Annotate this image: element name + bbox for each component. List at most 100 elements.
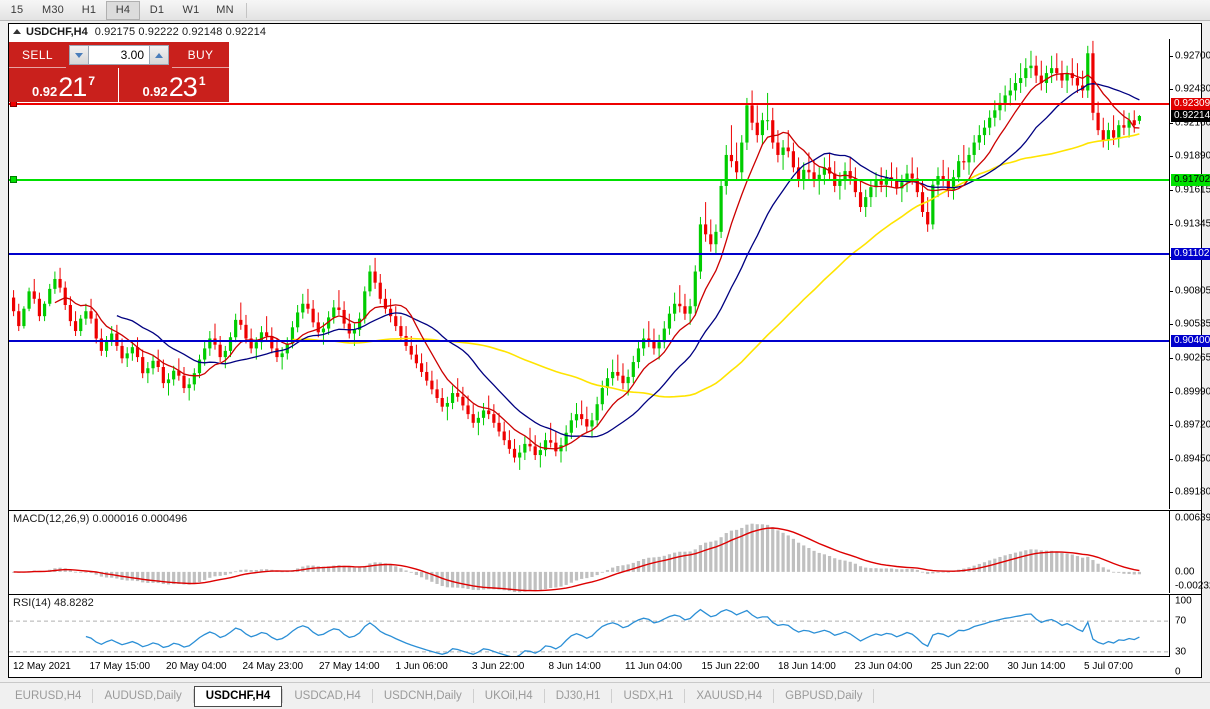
buy-price-big: 23 (168, 72, 198, 102)
tab-separator (192, 689, 194, 703)
macd-axis-label: -0.002322 (1175, 580, 1210, 592)
volume-decrement-button[interactable] (69, 45, 89, 65)
buy-price-display[interactable]: 0.92 23 1 (119, 68, 229, 102)
sell-price-display[interactable]: 0.92 21 7 (9, 68, 119, 102)
buy-button[interactable]: BUY (172, 42, 229, 68)
tab-separator (472, 689, 474, 703)
toolbar-separator (246, 2, 247, 18)
price-chip-green: 0.91702 (1171, 173, 1210, 186)
tab-separator (873, 689, 875, 703)
timeframe-button-w1[interactable]: W1 (182, 4, 200, 16)
price-axis-label: 0.89450 (1175, 453, 1210, 465)
time-axis-label: 24 May 23:00 (242, 661, 304, 672)
price-tick (1170, 391, 1173, 393)
level-handle[interactable] (10, 175, 17, 183)
price-axis-label: 0.91615 (1175, 184, 1210, 196)
symbol-tab-usdx[interactable]: USDX,H1 (623, 690, 674, 702)
symbol-tab-eurusd[interactable]: EURUSD,H4 (15, 690, 82, 702)
symbol-tab-audusd[interactable]: AUDUSD,Daily (104, 690, 182, 702)
price-axis-label: 0.89720 (1175, 419, 1210, 431)
macd-axis-label: 0.00 (1175, 566, 1195, 578)
volume-control[interactable]: 3.00 (66, 42, 172, 68)
price-chip-black: 0.92214 (1171, 110, 1210, 122)
price-chip-blue: 0.91102 (1171, 247, 1210, 260)
time-axis[interactable]: 12 May 2021 17 May 15:00 20 May 04:00 24 Ma… (9, 656, 1170, 677)
macd-axis: 0.006394 0.00 -0.002322 (1169, 510, 1210, 593)
price-axis-label: 0.92700 (1175, 50, 1210, 62)
time-axis-label: 18 Jun 14:00 (778, 661, 836, 672)
timeframe-button-d1[interactable]: D1 (149, 4, 165, 16)
volume-increment-button[interactable] (149, 45, 169, 65)
symbol-tab-usdcnh[interactable]: USDCNH,Daily (383, 690, 462, 702)
rsi-axis: 100 70 30 0 (1169, 594, 1201, 678)
sell-price-sup: 7 (88, 74, 96, 88)
volume-input[interactable]: 3.00 (89, 45, 149, 65)
time-axis-label: 30 Jun 14:00 (1007, 661, 1066, 672)
price-tick (1170, 156, 1173, 158)
rsi-axis-label: 100 (1175, 595, 1192, 607)
time-axis-label: 11 Jun 04:00 (625, 661, 683, 672)
price-tick (1170, 425, 1173, 427)
macd-pane[interactable]: MACD(12,26,9) 0.000016 0.000496 (9, 510, 1170, 593)
price-tick (1170, 190, 1173, 192)
price-tick (1170, 55, 1173, 57)
timeframe-button-m30[interactable]: M30 (42, 4, 64, 16)
blue-level-1[interactable] (9, 252, 1170, 255)
symbol-tab-gbpusd[interactable]: GBPUSD,Daily (785, 690, 863, 702)
blue-level-2[interactable] (9, 339, 1170, 342)
time-axis-label: 15 Jun 22:00 (701, 661, 760, 672)
symbol-tab-dj30[interactable]: DJ30,H1 (555, 690, 601, 702)
tab-separator (773, 689, 775, 703)
resistance-line[interactable] (9, 100, 1170, 108)
tab-separator (611, 689, 613, 703)
rsi-title: RSI(14) 48.8282 (13, 597, 94, 609)
price-axis[interactable]: 0.92700 0.92430 0.92160 0.91890 0.91615 0.913… (1169, 39, 1210, 509)
macd-axis-label: 0.006394 (1175, 512, 1210, 524)
price-axis-label: 0.91345 (1175, 218, 1210, 230)
buy-price-sup: 1 (198, 74, 206, 88)
price-tick (1170, 458, 1173, 460)
tab-separator (282, 689, 284, 703)
time-axis-label: 25 Jun 22:00 (931, 661, 989, 672)
sell-button[interactable]: SELL (9, 42, 66, 68)
macd-plot (11, 523, 1142, 593)
one-click-trading-panel[interactable]: SELL 3.00 BUY 0.92 21 7 0.92 23 1 (9, 42, 229, 102)
chart-window: USDCHF,H4 0.92175 0.92222 0.92148 0.9221… (8, 23, 1210, 678)
rsi-axis-label: 30 (1175, 646, 1187, 658)
tab-separator (543, 689, 545, 703)
sell-price-prefix: 0.92 (31, 84, 58, 99)
time-axis-label: 1 Jun 06:00 (395, 661, 448, 672)
support-line[interactable] (9, 175, 1170, 183)
time-axis-label: 23 Jun 04:00 (854, 661, 913, 672)
candlestick-plot (11, 40, 1142, 470)
price-axis-label: 0.89990 (1175, 386, 1210, 398)
price-tick (1170, 122, 1173, 124)
price-axis-label: 0.90805 (1175, 285, 1210, 297)
timeframe-button-h4[interactable]: H4 (106, 0, 140, 20)
symbol-tab-xauusd[interactable]: XAUUSD,H4 (696, 690, 763, 702)
timeframe-button-mn[interactable]: MN (216, 4, 234, 16)
price-tick (1170, 223, 1173, 225)
tab-separator (371, 689, 373, 703)
price-tick (1170, 290, 1173, 292)
symbol-tab-bar[interactable]: EURUSD,H4 AUDUSD,Daily USDCHF,H4 USDCAD,H4 U… (0, 682, 1210, 709)
price-axis-label: 0.90265 (1175, 352, 1210, 364)
symbol-tab-usdcad[interactable]: USDCAD,H4 (294, 690, 361, 702)
price-tick (1170, 357, 1173, 359)
symbol-tab-usdchf[interactable]: USDCHF,H4 (193, 685, 283, 707)
tab-separator (684, 689, 686, 703)
price-chart-pane[interactable] (9, 39, 1170, 509)
symbol-tab-ukoil[interactable]: UKOil,H4 (484, 690, 533, 702)
buy-price-prefix: 0.92 (142, 84, 168, 99)
sell-price-big: 21 (58, 72, 87, 102)
collapse-triangle-icon[interactable] (13, 28, 21, 34)
price-tick (1170, 492, 1173, 494)
time-axis-label: 8 Jun 14:00 (548, 661, 601, 672)
time-axis-label: 5 Jul 07:00 (1084, 661, 1133, 672)
price-axis-label: 0.90535 (1175, 318, 1210, 330)
price-axis-label: 0.92160 (1175, 117, 1210, 129)
price-axis-label: 0.89180 (1175, 486, 1210, 498)
timeframe-button-h1[interactable]: H1 (81, 4, 97, 16)
time-axis-label: 27 May 14:00 (319, 661, 380, 672)
timeframe-button-15[interactable]: 15 (10, 4, 24, 16)
